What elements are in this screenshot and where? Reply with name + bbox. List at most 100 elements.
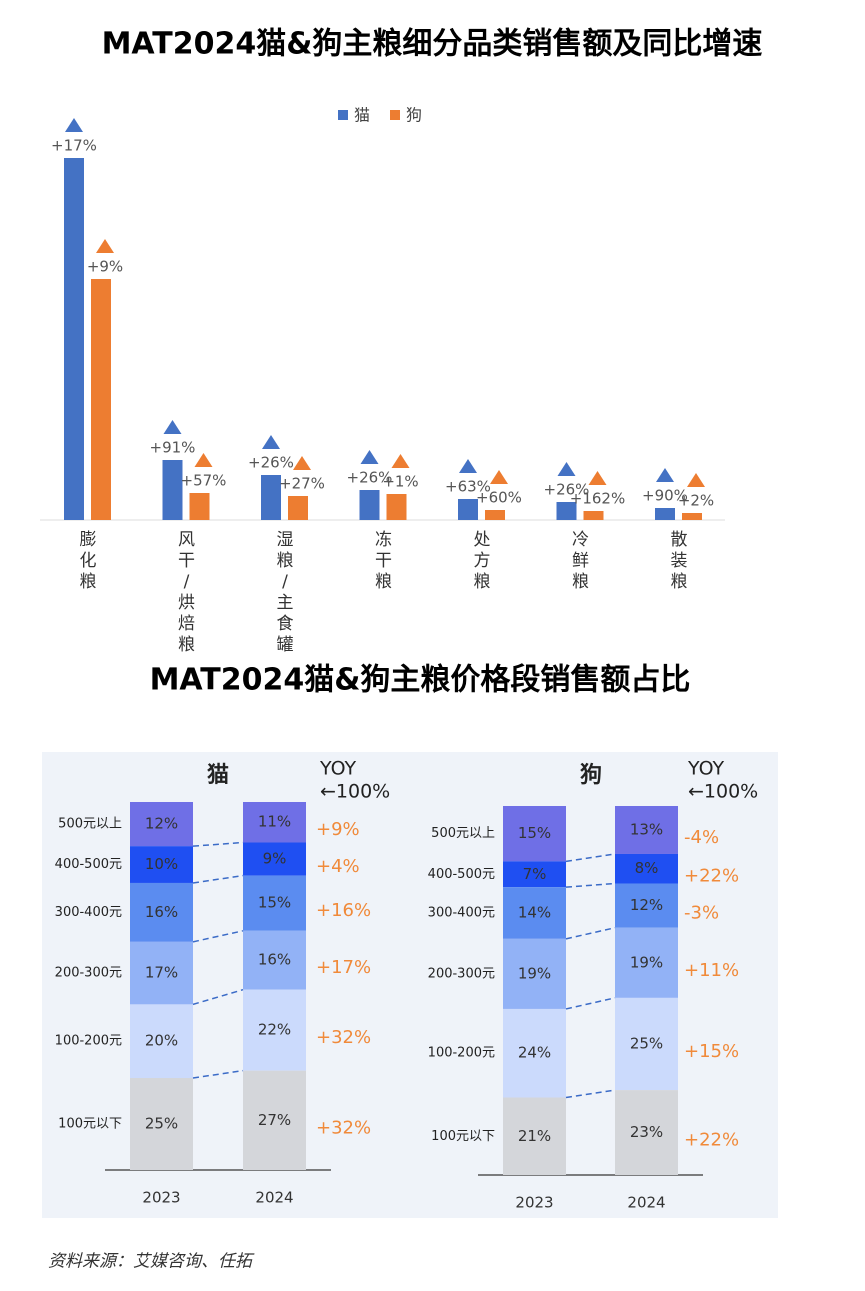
- growth-marker: [262, 435, 280, 449]
- panel-title: 狗: [580, 763, 602, 788]
- yoy-label: +11%: [684, 960, 739, 981]
- x-tick-label: 风干/烘焙粮: [178, 530, 195, 655]
- price-band-label: 500元以上: [58, 817, 122, 832]
- legend-swatch: [338, 110, 348, 120]
- growth-label: +1%: [382, 473, 418, 491]
- x-tick-label: 冷鲜粮: [572, 530, 589, 592]
- price-band-label: 400-500元: [428, 867, 495, 882]
- growth-label: +60%: [476, 489, 522, 507]
- x-tick-label: 冻干粮: [375, 530, 392, 592]
- segment-label: 25%: [145, 1115, 178, 1133]
- segment: [130, 882, 193, 942]
- connector: [192, 988, 244, 1006]
- bar: [91, 279, 111, 520]
- growth-marker: [163, 420, 182, 434]
- growth-marker: [293, 456, 311, 470]
- segment-label: 15%: [258, 894, 291, 912]
- growth-label: +2%: [678, 492, 714, 510]
- connector: [565, 882, 616, 888]
- segment-label: 9%: [263, 850, 287, 868]
- price-band-label: 100-200元: [428, 1046, 495, 1061]
- segment: [615, 997, 678, 1091]
- yoy-label: +16%: [316, 900, 371, 921]
- segment-label: 10%: [145, 855, 178, 873]
- bar: [64, 158, 84, 520]
- x-tick-label: 2023: [142, 1189, 180, 1207]
- segment-label: 8%: [635, 859, 659, 877]
- bar: [261, 475, 281, 520]
- growth-label: +91%: [150, 439, 196, 457]
- segment: [130, 1078, 193, 1170]
- yoy-label: +17%: [316, 957, 371, 978]
- growth-marker: [391, 454, 410, 468]
- bar: [162, 460, 183, 520]
- bar: [359, 490, 380, 520]
- segment: [503, 938, 566, 1009]
- growth-label: +17%: [51, 137, 97, 155]
- segment-label: 19%: [518, 964, 551, 982]
- segment: [130, 846, 193, 883]
- segment-label: 19%: [630, 953, 663, 971]
- x-tick-label: 2024: [255, 1189, 293, 1207]
- segment-label: 13%: [630, 820, 663, 838]
- growth-marker: [96, 239, 114, 253]
- yoy-subtitle: ←100%: [320, 781, 390, 803]
- bar: [485, 510, 505, 520]
- connector: [192, 874, 244, 884]
- legend-label: 猫: [354, 106, 370, 125]
- segment-label: 25%: [630, 1035, 663, 1053]
- bar: [682, 513, 702, 520]
- growth-label: +63%: [445, 478, 491, 496]
- yoy-label: +22%: [684, 1130, 739, 1151]
- segment-label: 12%: [630, 896, 663, 914]
- legend-label: 狗: [406, 106, 422, 125]
- segment: [503, 861, 566, 888]
- segment-label: 16%: [145, 903, 178, 921]
- x-tick-label: 膨化粮: [80, 530, 97, 592]
- bar: [288, 496, 308, 520]
- x-tick-label: 处方粮: [474, 530, 491, 592]
- segment: [615, 883, 678, 928]
- segment-label: 16%: [258, 951, 291, 969]
- x-tick-label: 散装粮: [671, 530, 688, 592]
- panel-title: 猫: [207, 763, 229, 788]
- price-band-label: 200-300元: [428, 966, 495, 981]
- connector: [192, 841, 244, 847]
- segment: [130, 941, 193, 1005]
- yoy-label: +32%: [316, 1027, 371, 1048]
- connector: [565, 927, 616, 940]
- segment: [503, 1097, 566, 1175]
- x-tick-label: 湿粮/主食罐: [277, 530, 294, 655]
- source-note: 资料来源：艾媒咨询、任拓: [48, 1252, 255, 1272]
- segment: [615, 806, 678, 854]
- yoy-label: +15%: [684, 1041, 739, 1062]
- segment: [503, 887, 566, 939]
- growth-marker: [687, 473, 705, 487]
- segment-label: 24%: [518, 1044, 551, 1062]
- yoy-label: +22%: [684, 866, 739, 887]
- segment-label: 7%: [523, 865, 547, 883]
- segment: [615, 1090, 678, 1175]
- segment-label: 15%: [518, 824, 551, 842]
- segment: [243, 842, 306, 876]
- x-tick-label: 2024: [627, 1194, 665, 1212]
- segment: [243, 930, 306, 990]
- growth-marker: [656, 468, 674, 482]
- price-band-label: 300-400元: [55, 905, 122, 920]
- connector: [192, 930, 244, 943]
- segment-label: 20%: [145, 1032, 178, 1050]
- bar: [583, 511, 604, 520]
- segment: [243, 875, 306, 931]
- bar: [386, 494, 407, 520]
- segment-label: 23%: [630, 1123, 663, 1141]
- yoy-label: +32%: [316, 1117, 371, 1138]
- chart-title: MAT2024猫&狗主粮价格段销售额占比: [150, 663, 691, 698]
- growth-marker: [65, 118, 83, 132]
- segment: [243, 802, 306, 843]
- segment-label: 21%: [518, 1127, 551, 1145]
- chart-title: MAT2024猫&狗主粮细分品类销售额及同比增速: [102, 27, 763, 62]
- yoy-label: -3%: [684, 903, 719, 924]
- segment: [503, 806, 566, 862]
- segment-label: 11%: [258, 813, 291, 831]
